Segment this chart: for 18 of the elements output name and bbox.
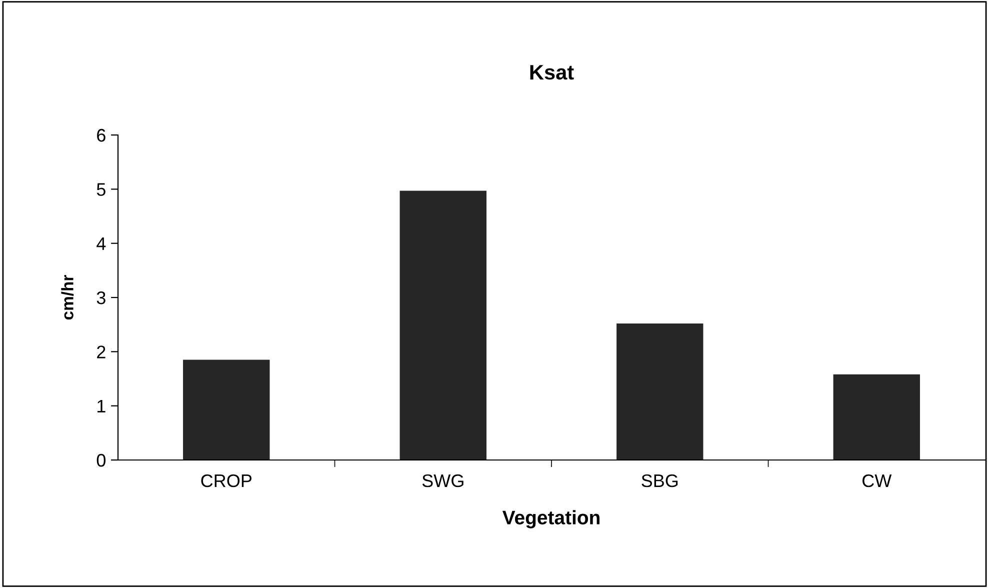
chart-title: Ksat xyxy=(530,65,574,80)
y-tick-label: 3 xyxy=(96,291,106,304)
bar xyxy=(400,190,486,460)
x-tick-label: SBG xyxy=(642,474,678,488)
y-tick-label: 1 xyxy=(98,400,106,412)
x-axis-title: Vegetation xyxy=(502,510,600,528)
x-tick-label: CROP xyxy=(201,474,252,488)
bar xyxy=(183,360,270,460)
y-axis-title: cm/hr xyxy=(61,275,74,320)
y-tick-label: 5 xyxy=(96,183,106,196)
bar xyxy=(833,374,920,460)
x-tick-label: SWG xyxy=(422,474,464,488)
y-tick-label: 6 xyxy=(97,128,106,142)
x-tick-label: CW xyxy=(862,474,892,488)
y-tick-label: 0 xyxy=(96,454,106,467)
bar xyxy=(616,324,704,460)
y-tick-label: 4 xyxy=(96,237,106,250)
y-tick-label: 2 xyxy=(97,346,106,358)
